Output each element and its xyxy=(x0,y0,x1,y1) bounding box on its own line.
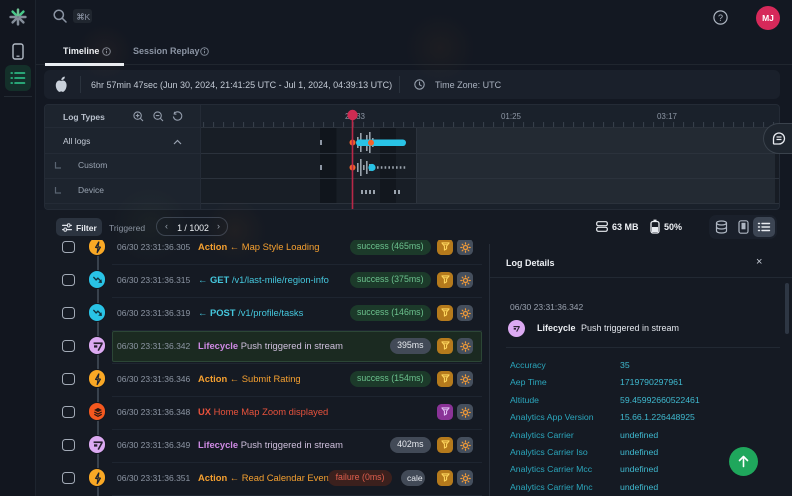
svg-text:03:17: 03:17 xyxy=(657,112,678,121)
svg-text:01:25: 01:25 xyxy=(501,112,522,121)
svg-text:?: ? xyxy=(718,13,723,23)
